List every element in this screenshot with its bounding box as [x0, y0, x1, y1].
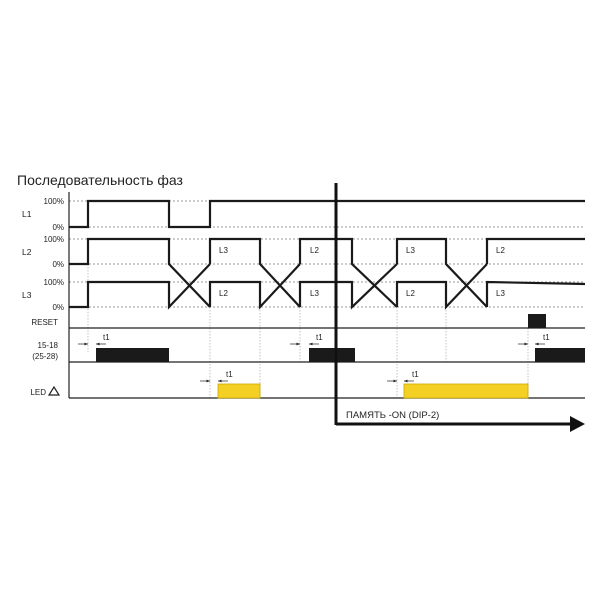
row-labels: 100% L1 0% 100% L2 0% 100% L3 0% RESET 1…: [22, 197, 64, 397]
svg-text:L2: L2: [219, 289, 228, 298]
svg-text:L1: L1: [22, 209, 32, 219]
svg-text:(25-28): (25-28): [32, 352, 58, 361]
memory-label: ПАМЯТЬ -ON (DIP-2): [346, 410, 439, 421]
diagram-title: Последовательность фаз: [17, 172, 183, 188]
l2-signal: [69, 237, 211, 308]
svg-text:100%: 100%: [44, 197, 64, 206]
svg-text:L3: L3: [496, 289, 505, 298]
svg-text:t1: t1: [543, 333, 550, 342]
phase-labels: L3 L2 L2 L3 L3 L2 L2 L3: [219, 246, 505, 298]
phase-swap-traces: [208, 237, 586, 310]
memory-on-marker: ПАМЯТЬ -ON (DIP-2): [334, 183, 585, 432]
svg-text:t1: t1: [316, 333, 323, 342]
l3-signal: [69, 263, 211, 310]
led-bars: [217, 383, 529, 399]
svg-text:LED: LED: [30, 388, 46, 397]
svg-text:L3: L3: [406, 246, 415, 255]
svg-text:L3: L3: [219, 246, 228, 255]
svg-text:100%: 100%: [44, 278, 64, 287]
svg-text:RESET: RESET: [31, 318, 58, 327]
svg-text:t1: t1: [226, 370, 233, 379]
svg-text:t1: t1: [103, 333, 110, 342]
svg-text:L3: L3: [22, 290, 32, 300]
svg-text:100%: 100%: [44, 235, 64, 244]
relay-bars: [96, 348, 585, 362]
svg-text:L2: L2: [496, 246, 505, 255]
svg-text:L2: L2: [310, 246, 319, 255]
svg-text:0%: 0%: [52, 260, 64, 269]
svg-text:0%: 0%: [52, 303, 64, 312]
svg-text:t1: t1: [412, 370, 419, 379]
level-gridlines: [69, 200, 585, 308]
l1-signal: [69, 199, 585, 229]
warning-triangle-icon: [47, 385, 61, 396]
svg-text:L2: L2: [22, 247, 32, 257]
svg-text:L3: L3: [310, 289, 319, 298]
svg-text:0%: 0%: [52, 223, 64, 232]
svg-text:L2: L2: [406, 289, 415, 298]
event-markers: [87, 264, 529, 398]
svg-text:15-18: 15-18: [38, 341, 59, 350]
reset-pulse: [528, 314, 546, 328]
t1-delay-markers: t1 t1 t1 t1 t1: [78, 333, 550, 383]
